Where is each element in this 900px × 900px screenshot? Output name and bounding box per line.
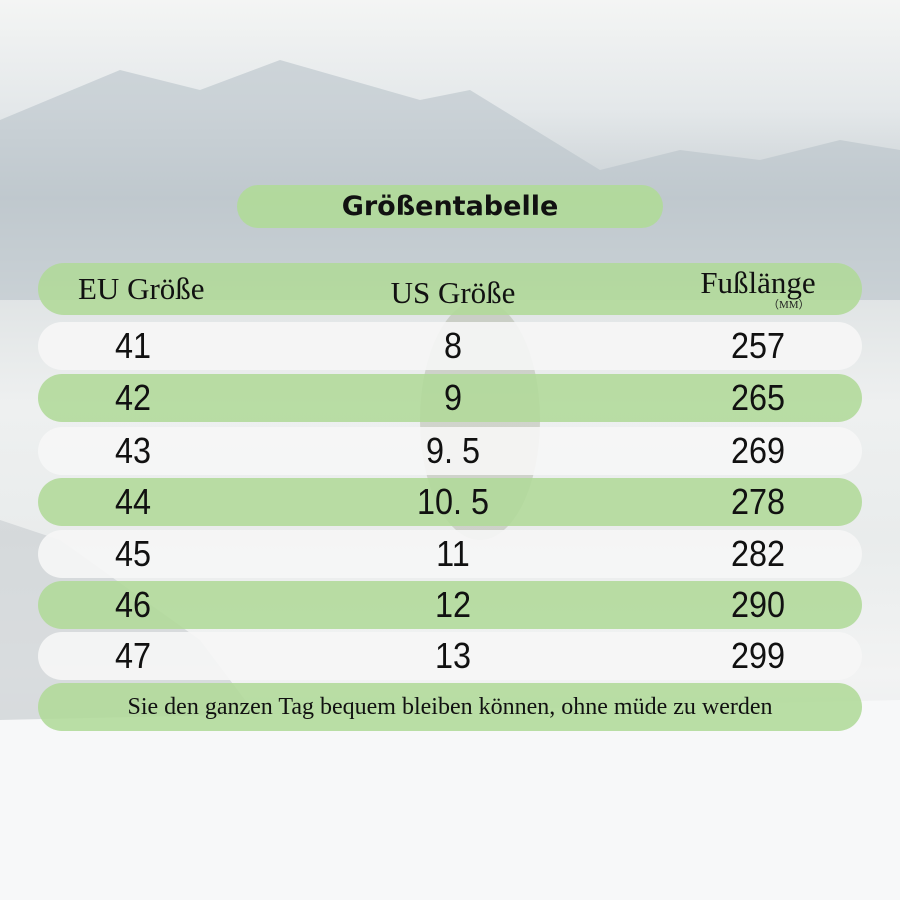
cell-us: 9 [443,377,463,418]
cell-foot: 290 [730,584,786,625]
cell-foot: 265 [730,377,786,418]
header-foot-unit: （MM） [768,299,810,311]
header-row: EU Größe US Größe Fußlänge （MM） [38,263,862,315]
cell-us: 11 [436,533,470,574]
table-row: 47 13 299 [38,632,862,680]
header-foot: Fußlänge [700,265,816,300]
table-row: 46 12 290 [38,581,862,629]
cell-foot: 299 [730,635,786,676]
table-row: 41 8 257 [38,322,862,370]
cell-foot: 257 [730,325,786,366]
cell-eu: 43 [114,430,152,471]
cell-eu: 44 [114,481,152,522]
table-row: 42 9 265 [38,374,862,422]
cell-foot: 282 [730,533,786,574]
cell-foot: 269 [730,430,786,471]
cell-eu: 46 [114,584,152,625]
cell-eu: 47 [114,635,152,676]
cell-us: 8 [443,325,463,366]
cell-us: 9. 5 [425,430,481,471]
cell-us: 12 [434,584,472,625]
header-eu: EU Größe [78,271,205,306]
table-row: 43 9. 5 269 [38,427,862,475]
table-row: 45 11 282 [38,530,862,578]
cell-us: 13 [434,635,472,676]
header-us: US Größe [390,275,516,310]
footer-slogan: Sie den ganzen Tag bequem bleiben können… [38,683,862,731]
cell-eu: 45 [114,533,152,574]
cell-foot: 278 [730,481,786,522]
cell-eu: 42 [114,377,152,418]
chart-title: Größentabelle [237,185,663,228]
cell-us: 10. 5 [416,481,490,522]
table-row: 44 10. 5 278 [38,478,862,526]
cell-eu: 41 [114,325,152,366]
